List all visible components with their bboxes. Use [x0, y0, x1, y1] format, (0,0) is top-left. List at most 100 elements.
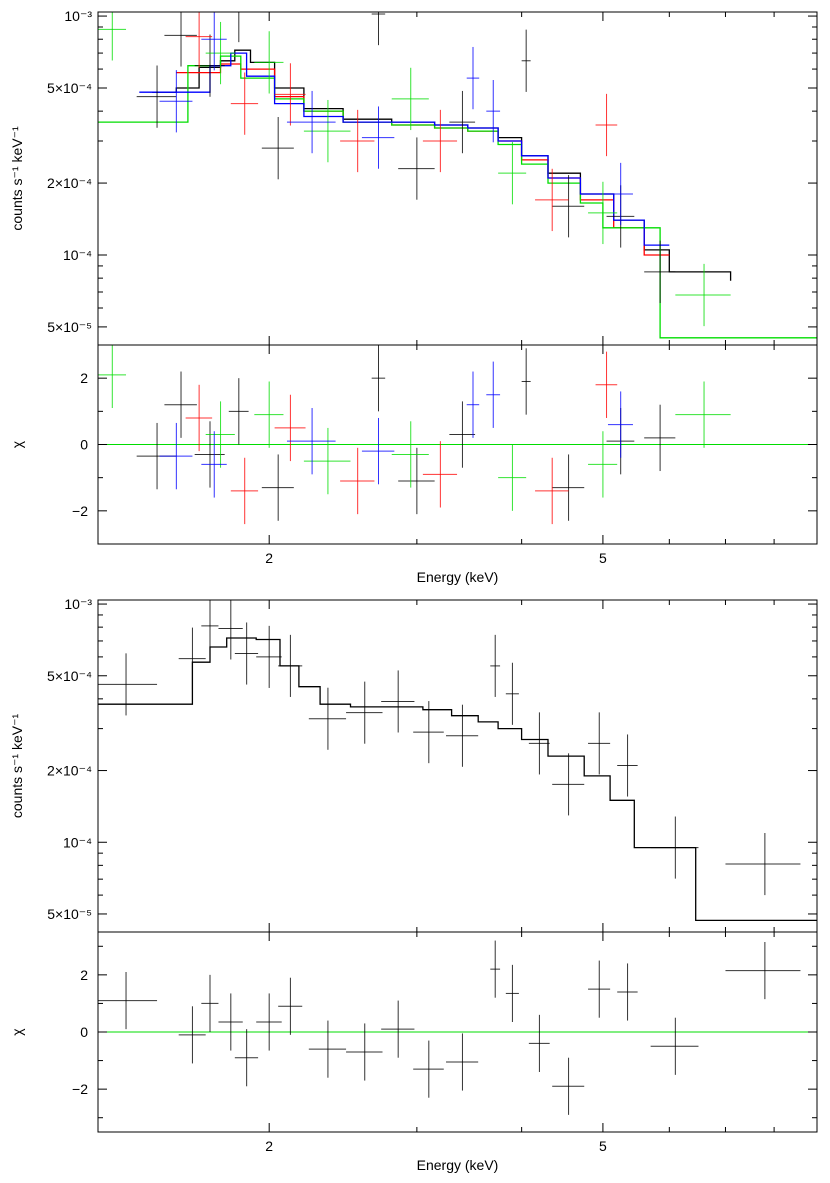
data-point-black — [218, 600, 243, 660]
residual-point-black — [617, 963, 638, 1021]
data-point-black — [505, 662, 519, 725]
residual-point-black — [449, 401, 476, 468]
residual-point-red — [185, 384, 213, 452]
data-point-black — [228, 11, 249, 43]
data-point-black — [490, 634, 501, 697]
data-point-blue — [607, 162, 633, 226]
data-point-blue — [201, 12, 227, 71]
data-point-red — [595, 93, 618, 157]
tick-marks — [98, 600, 818, 1132]
data-point-black — [136, 65, 177, 128]
data-point-black — [588, 712, 611, 775]
residual-point-black — [278, 977, 303, 1035]
y-tick-label: 10⁻³ — [64, 8, 92, 24]
residual-point-black — [552, 454, 585, 521]
residual-point-black — [98, 972, 158, 1030]
data-point-red — [274, 63, 306, 126]
y-axis-label: counts s⁻¹ keV⁻¹ — [9, 126, 25, 231]
residual-points — [98, 940, 801, 1115]
model-curve-black — [98, 637, 817, 922]
residual-point-black — [644, 404, 676, 472]
residual-tick-label: 2 — [80, 370, 88, 386]
residual-point-red — [340, 447, 375, 515]
x-tick-label: 5 — [599, 550, 607, 566]
residual-point-black — [194, 421, 225, 488]
model-curve-blue — [139, 52, 670, 246]
residual-point-black — [201, 974, 219, 1032]
residual-point-black — [308, 1020, 347, 1078]
data-point-black — [446, 704, 479, 767]
y-tick-labels: 10⁻³ 5×10⁻⁴ 2×10⁻⁴ 10⁻⁴ 5×10⁻⁵ — [47, 596, 92, 922]
model-curves — [98, 637, 817, 922]
residual-tick-labels: 2 0 −2 — [72, 967, 88, 1097]
data-point-black — [308, 687, 347, 750]
residual-point-green — [303, 427, 351, 495]
data-point-black — [371, 12, 386, 46]
residual-point-red — [230, 457, 259, 525]
residual-point-black — [261, 454, 294, 521]
data-point-black — [644, 240, 676, 303]
data-point-red — [422, 109, 458, 173]
residual-tick-label: −2 — [72, 1081, 88, 1097]
residual-point-black — [552, 1057, 585, 1115]
data-point-black — [528, 712, 550, 775]
residual-point-green — [675, 381, 731, 448]
y-tick-label: 5×10⁻⁵ — [47, 906, 92, 922]
data-point-blue — [159, 70, 193, 133]
residual-point-black — [164, 371, 197, 438]
y-tick-label: 5×10⁻⁵ — [47, 319, 92, 335]
residual-point-blue — [201, 431, 227, 498]
residual-point-green — [254, 381, 284, 448]
residual-point-blue — [159, 422, 193, 490]
data-point-green — [588, 181, 618, 245]
data-point-red — [185, 12, 213, 68]
residual-tick-label: 0 — [80, 437, 88, 453]
data-point-red — [340, 109, 375, 173]
spectrum-points — [98, 600, 801, 896]
x-tick-label: 2 — [265, 1138, 273, 1154]
y-tick-label: 5×10⁻⁴ — [47, 80, 92, 96]
data-point-black — [164, 12, 197, 67]
residual-point-red — [595, 351, 618, 418]
data-point-blue — [466, 46, 480, 110]
residual-point-black — [256, 993, 282, 1051]
residual-point-green — [588, 431, 618, 498]
residual-point-black — [650, 1017, 699, 1075]
residual-tick-labels: 2 0 −2 — [72, 370, 88, 519]
data-point-blue — [286, 90, 336, 154]
residual-point-blue — [286, 408, 336, 475]
residual-point-black — [346, 1023, 383, 1081]
residual-tick-label: 0 — [80, 1024, 88, 1040]
residual-point-black — [725, 942, 801, 1000]
data-point-green — [98, 12, 127, 61]
residual-point-black — [371, 345, 386, 412]
data-point-black — [261, 117, 294, 180]
data-point-black — [194, 34, 225, 97]
y-tick-label: 10⁻⁴ — [63, 247, 92, 263]
residual-point-blue — [466, 371, 480, 438]
residual-point-blue — [486, 361, 501, 428]
residual-point-black — [381, 1000, 415, 1058]
residual-point-black — [413, 1040, 444, 1098]
y-tick-label: 2×10⁻⁴ — [47, 763, 92, 779]
data-point-red — [535, 168, 569, 232]
y-tick-label: 10⁻⁴ — [63, 834, 92, 850]
y-axis-label: counts s⁻¹ keV⁻¹ — [9, 714, 25, 819]
data-point-black — [552, 753, 585, 816]
data-point-black — [234, 622, 259, 685]
data-point-green — [498, 142, 527, 205]
x-tick-label: 5 — [599, 1138, 607, 1154]
residual-point-black — [490, 940, 501, 998]
residual-point-black — [505, 964, 519, 1022]
data-point-green — [254, 31, 284, 94]
model-curve-green — [98, 55, 817, 339]
data-point-black — [256, 625, 282, 688]
data-point-blue — [361, 106, 395, 169]
residual-point-black — [446, 1033, 479, 1091]
residual-point-black — [234, 1029, 259, 1087]
y-tick-labels: 10⁻³ 5×10⁻⁴ 2×10⁻⁴ 10⁻⁴ 5×10⁻⁵ — [47, 8, 92, 335]
